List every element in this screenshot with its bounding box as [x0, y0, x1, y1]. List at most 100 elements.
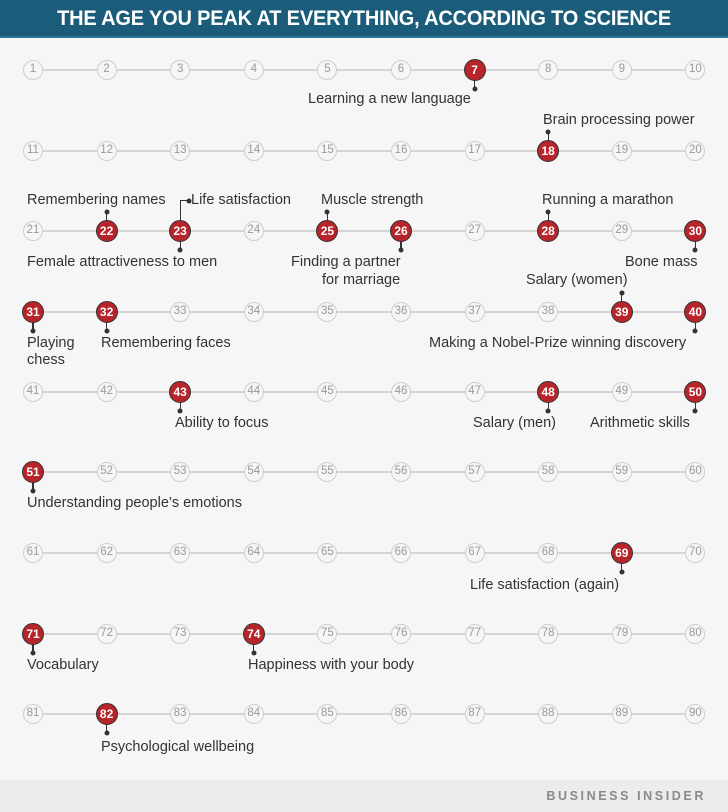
age-marker: 4: [243, 60, 264, 80]
peak-age-marker: 7: [463, 59, 486, 81]
connector-dot: [619, 290, 625, 296]
age-marker: 55: [317, 462, 338, 482]
connector-line: [473, 80, 476, 89]
age-marker: 80: [685, 624, 706, 644]
age-marker: 38: [538, 302, 559, 322]
age-marker: 78: [538, 624, 559, 644]
connector-dot: [619, 569, 625, 575]
connector-dot: [545, 408, 551, 414]
connector-dot: [30, 488, 36, 494]
label-age-31-line1: Playing: [27, 335, 75, 351]
age-marker: 35: [317, 302, 338, 322]
age-marker: 52: [96, 462, 117, 482]
connector-dot: [104, 209, 110, 215]
connector-line: [179, 241, 181, 250]
age-marker: 90: [685, 704, 706, 724]
label-age-28: Running a marathon: [542, 192, 674, 208]
age-marker: 5: [317, 60, 338, 80]
age-marker: 21: [23, 221, 43, 241]
label-age-74: Happiness with your body: [248, 657, 415, 673]
age-marker: 57: [464, 462, 485, 482]
label-age-26-line1: Finding a partner: [291, 254, 401, 270]
age-marker: 42: [96, 382, 117, 402]
age-marker: 6: [391, 60, 411, 80]
connector-dot: [30, 328, 36, 334]
connector-line: [694, 402, 697, 411]
connector-dot: [177, 408, 183, 414]
connector-dot: [251, 650, 257, 656]
age-marker: 61: [23, 543, 43, 563]
title-bar: THE AGE YOU PEAK AT EVERYTHING, ACCORDIN…: [0, 0, 728, 38]
label-age-71: Vocabulary: [27, 657, 99, 673]
age-marker: 56: [391, 462, 411, 482]
connector-dot: [177, 247, 183, 253]
peak-age-marker: 48: [537, 381, 560, 403]
age-marker: 11: [23, 141, 43, 161]
age-timeline-chart: Learning a new language Brain processing…: [22, 59, 707, 755]
age-marker: 81: [23, 704, 43, 724]
peak-age-marker: 43: [169, 381, 192, 403]
peak-age-marker: 82: [95, 703, 118, 725]
age-marker: 67: [464, 543, 485, 563]
connector-line: [547, 402, 549, 411]
age-marker: 34: [243, 302, 264, 322]
age-marker: 88: [538, 704, 559, 724]
age-marker: 54: [243, 462, 264, 482]
connector-dot: [472, 86, 478, 92]
age-marker: 19: [611, 141, 632, 161]
age-marker: 10: [685, 60, 706, 80]
connector-line: [621, 293, 623, 302]
timeline-row-line: [33, 391, 696, 393]
age-marker: 16: [391, 141, 411, 161]
timeline-row-line: [33, 230, 696, 232]
timeline-row-line: [33, 633, 696, 635]
label-age-23-above: Life satisfaction: [191, 192, 291, 208]
connector-line: [326, 212, 329, 221]
connector-line: [32, 482, 34, 491]
label-age-48: Salary (men): [473, 415, 556, 431]
connector-dot: [398, 247, 404, 253]
connector-line: [694, 241, 697, 250]
label-age-7: Learning a new language: [308, 91, 471, 107]
peak-age-marker: 30: [684, 220, 707, 242]
label-age-31-line2: chess: [27, 352, 65, 368]
connector-line: [32, 644, 34, 653]
age-marker: 45: [317, 382, 338, 402]
age-marker: 60: [685, 462, 706, 482]
peak-age-marker: 69: [610, 542, 633, 564]
label-age-25: Muscle strength: [321, 192, 424, 208]
peak-age-marker: 32: [95, 301, 118, 323]
age-marker: 29: [611, 221, 632, 241]
age-marker: 2: [96, 60, 117, 80]
footer: BUSINESS INSIDER: [0, 780, 728, 812]
age-marker: 1: [23, 60, 43, 80]
label-age-40: Making a Nobel-Prize winning discovery: [429, 335, 687, 351]
age-marker: 36: [391, 302, 411, 322]
connector-line: [105, 212, 108, 221]
age-marker: 27: [464, 221, 485, 241]
age-marker: 13: [170, 141, 191, 161]
age-marker: 72: [96, 624, 117, 644]
connector-dot: [186, 198, 192, 204]
peak-age-marker: 25: [316, 220, 339, 242]
connector-line: [179, 200, 188, 202]
connector-dot: [30, 650, 36, 656]
peak-age-marker: 28: [537, 220, 560, 242]
age-marker: 79: [611, 624, 632, 644]
connector-dot: [692, 328, 698, 334]
age-marker: 85: [317, 704, 338, 724]
connector-line: [400, 241, 402, 250]
age-marker: 8: [538, 60, 559, 80]
peak-age-marker: 40: [684, 301, 707, 323]
age-marker: 9: [611, 60, 632, 80]
connector-dot: [545, 129, 551, 135]
age-marker: 3: [170, 60, 191, 80]
connector-line: [105, 724, 108, 733]
age-marker: 89: [611, 704, 632, 724]
peak-age-marker: 74: [242, 623, 265, 645]
age-marker: 24: [243, 221, 264, 241]
connector-line: [694, 322, 697, 331]
timeline-row-line: [33, 311, 696, 313]
age-marker: 68: [538, 543, 559, 563]
age-marker: 17: [464, 141, 485, 161]
